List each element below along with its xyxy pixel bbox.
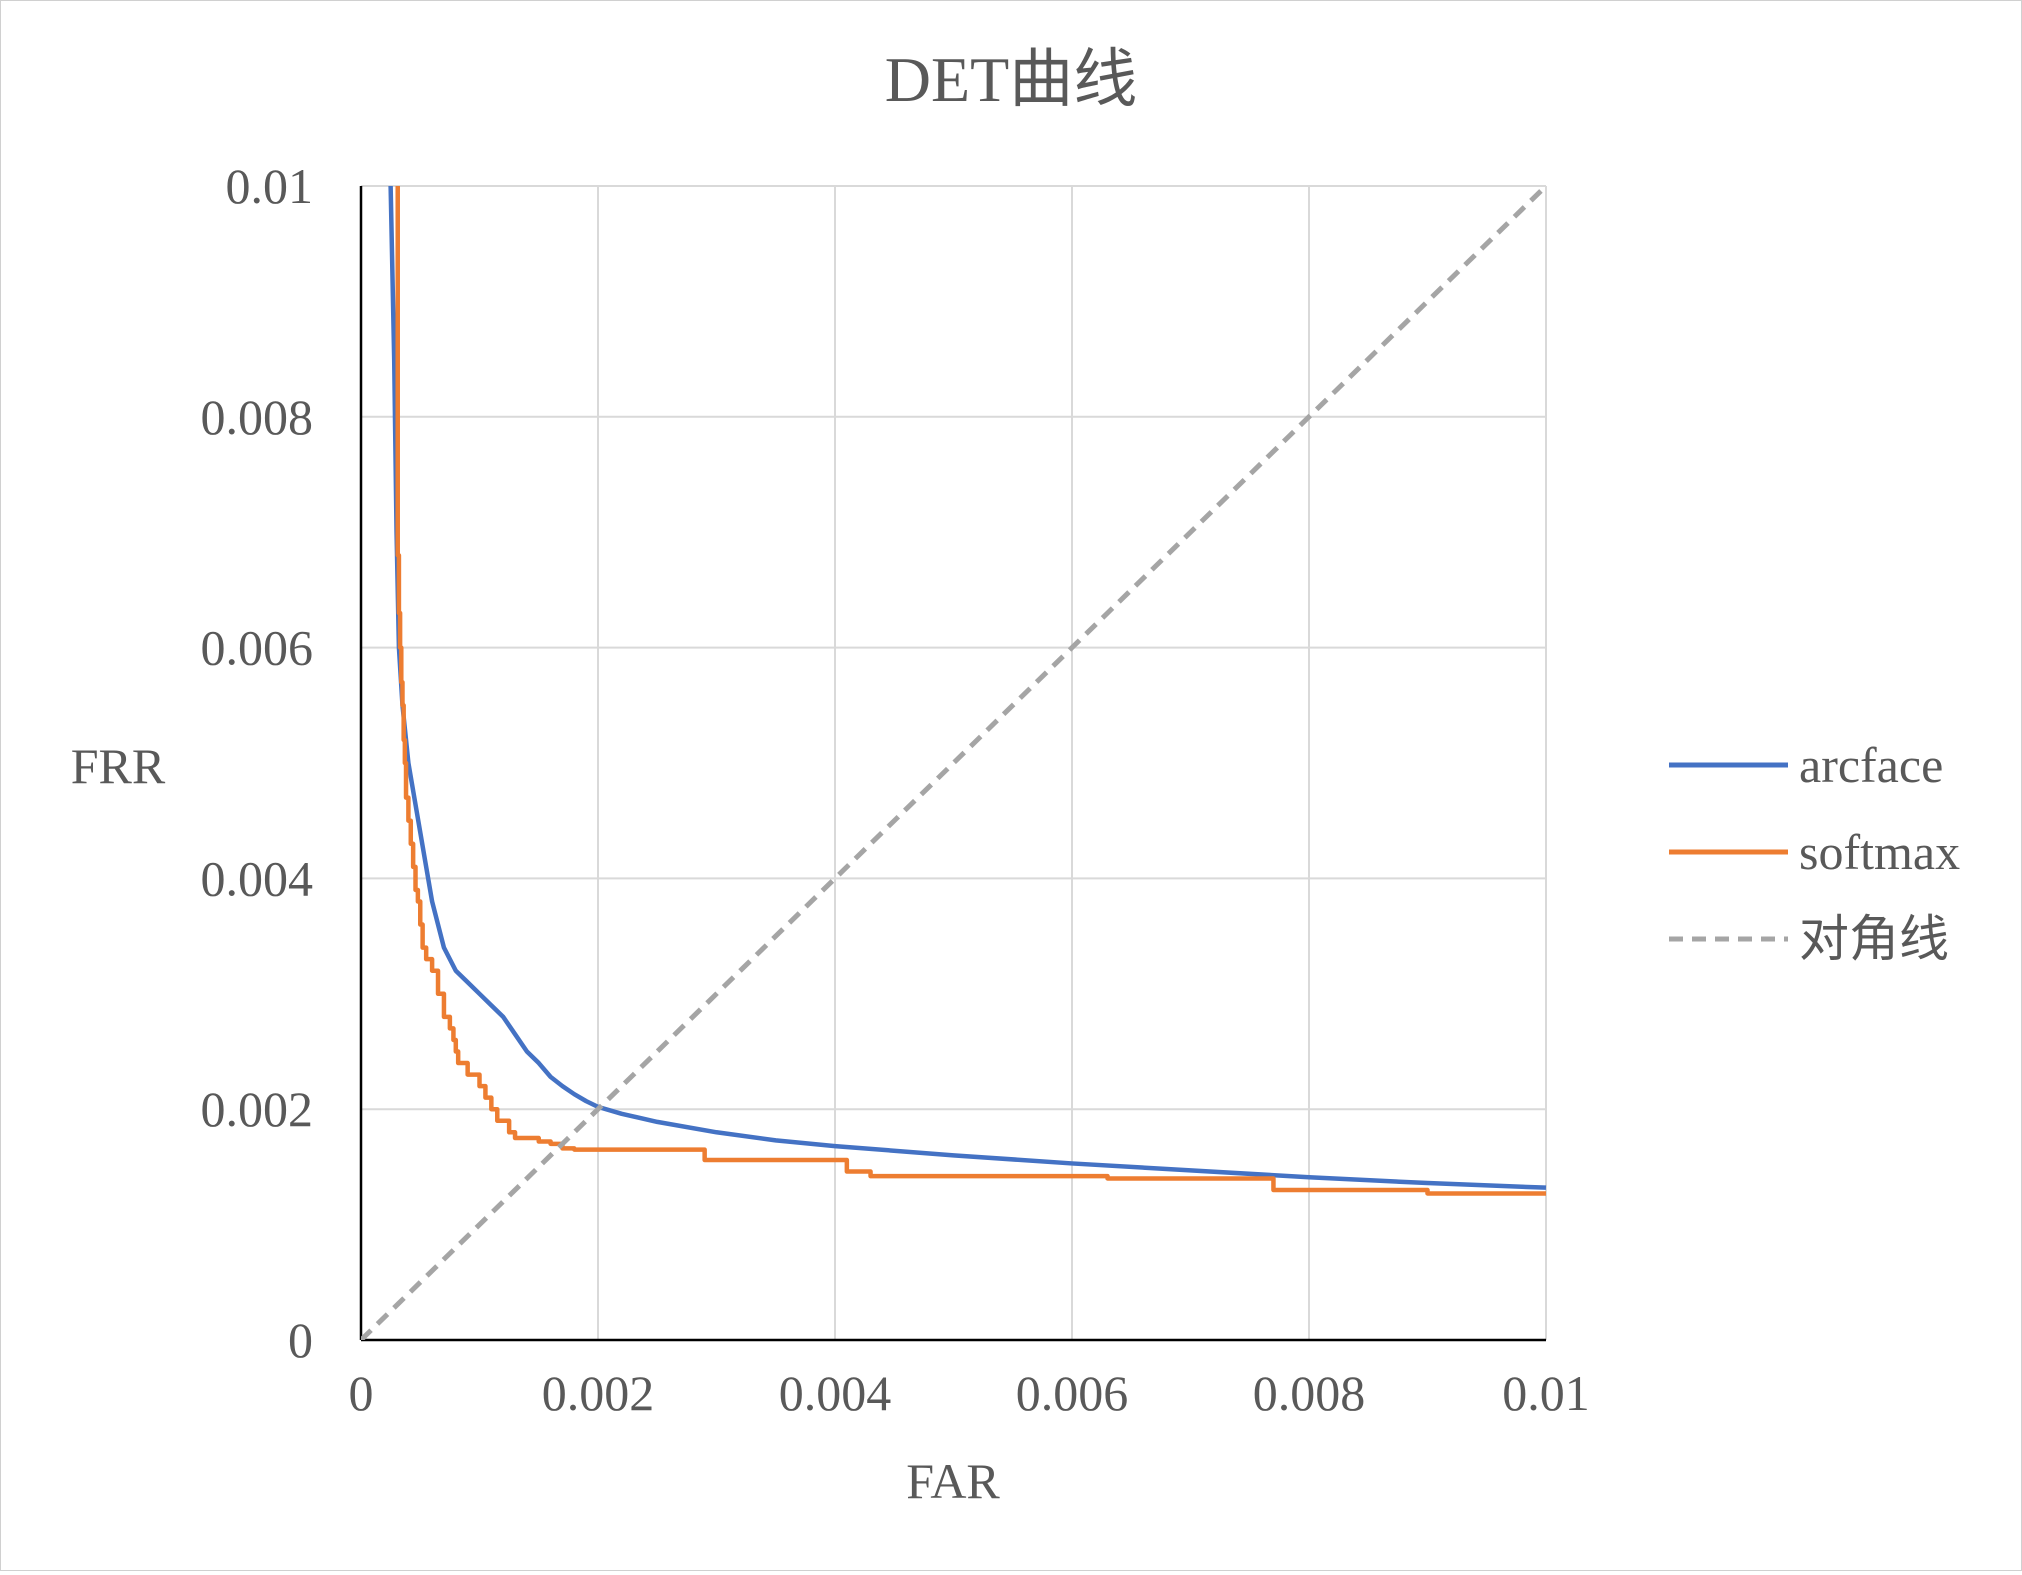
legend: arcface softmax 对角线 <box>1669 737 1960 967</box>
x-tick-label: 0.006 <box>1016 1365 1129 1421</box>
axes <box>359 186 1546 1342</box>
legend-label-softmax: softmax <box>1799 824 1960 880</box>
y-axis-title: FRR <box>71 738 166 794</box>
chart-title: DET曲线 <box>885 44 1137 115</box>
legend-label-对角线: 对角线 <box>1799 911 1949 967</box>
grid <box>361 185 1547 1340</box>
x-axis-title: FAR <box>906 1453 1000 1509</box>
x-tick-label: 0.01 <box>1502 1365 1590 1421</box>
x-tick-label: 0 <box>349 1365 374 1421</box>
y-tick-label: 0.008 <box>201 389 314 445</box>
x-tick-label: 0.008 <box>1253 1365 1366 1421</box>
x-tick-label: 0.004 <box>779 1365 892 1421</box>
y-tick-label: 0.01 <box>226 158 314 214</box>
legend-label-arcface: arcface <box>1799 737 1943 793</box>
y-tick-label: 0.006 <box>201 620 314 676</box>
y-tick-label: 0.004 <box>201 850 314 906</box>
x-tick-label: 0.002 <box>542 1365 655 1421</box>
y-tick-label: 0.002 <box>201 1081 314 1137</box>
y-tick-label: 0 <box>288 1312 313 1368</box>
series-line-对角线 <box>361 184 1548 1340</box>
series-line-arcface <box>388 185 1547 1190</box>
series-line-softmax <box>395 186 1546 1196</box>
series-layer <box>361 184 1548 1340</box>
tick-labels: 0 0.002 0.004 0.006 0.008 0.01 0 0.002 0.004 0.00… <box>201 158 1590 1421</box>
